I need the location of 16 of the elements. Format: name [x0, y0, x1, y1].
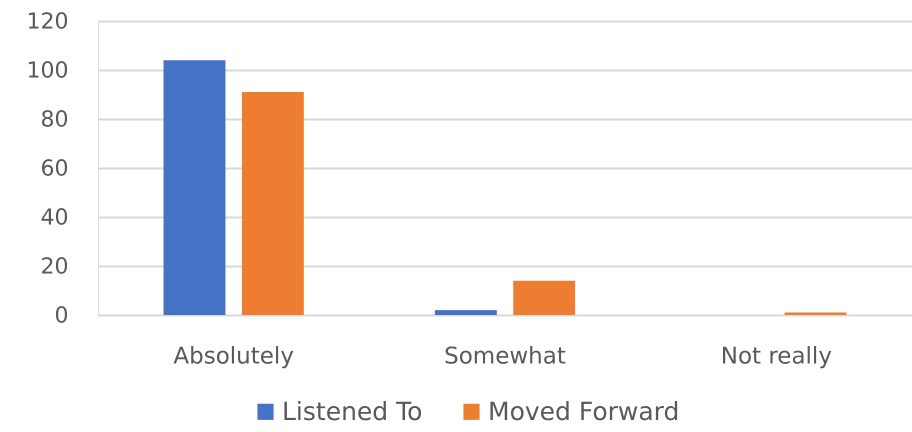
- y-tick-label: 60: [40, 156, 68, 182]
- y-tick-label: 0: [54, 304, 68, 328]
- y-tick-label: 20: [40, 254, 68, 280]
- x-tick-label: Not really: [720, 344, 832, 370]
- y-tick-label: 80: [40, 108, 68, 132]
- y-tick-label: 40: [40, 206, 68, 230]
- bar: [164, 60, 226, 315]
- legend-label: Listened To: [282, 396, 422, 426]
- x-tick-label: Somewhat: [444, 344, 566, 370]
- bar: [513, 280, 576, 315]
- legend-label: Moved Forward: [488, 396, 680, 426]
- y-tick-label: 120: [26, 10, 68, 34]
- y-tick-label: 100: [26, 58, 68, 84]
- x-tick-label: Absolutely: [173, 344, 294, 370]
- bar: [434, 310, 497, 315]
- bar: [242, 92, 304, 315]
